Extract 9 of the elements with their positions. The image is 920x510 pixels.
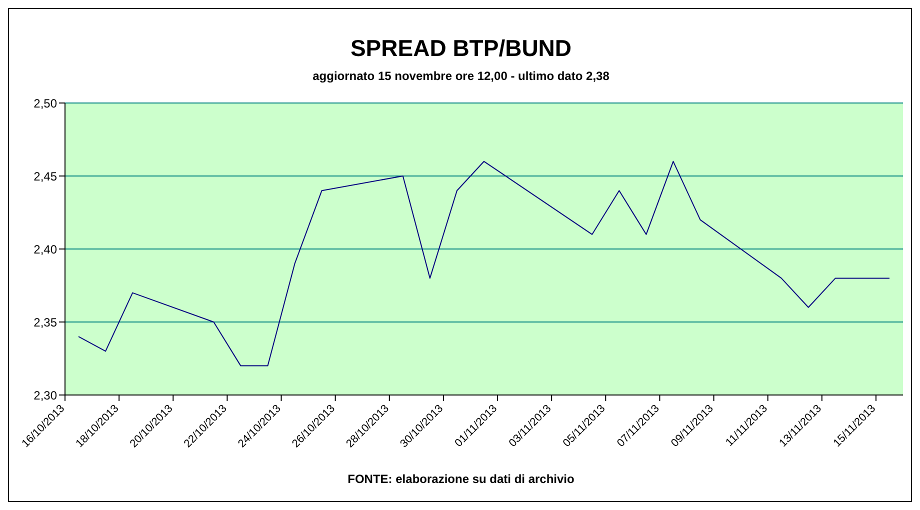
y-tick-label: 2,30 xyxy=(34,388,58,402)
y-tick-label: 2,35 xyxy=(34,315,58,330)
line-series xyxy=(78,160,890,366)
y-tick-label: 2,45 xyxy=(34,169,58,184)
source-note: FONTE: elaborazione su dati di archivio xyxy=(346,472,576,486)
y-tick-label: 2,50 xyxy=(34,96,58,110)
chart-subtitle: aggiornato 15 novembre ore 12,00 - ultimo dato 2,38 xyxy=(312,69,610,83)
y-tick-label: 2,40 xyxy=(34,242,58,256)
chart-title: SPREAD BTP/BUND xyxy=(349,35,573,62)
